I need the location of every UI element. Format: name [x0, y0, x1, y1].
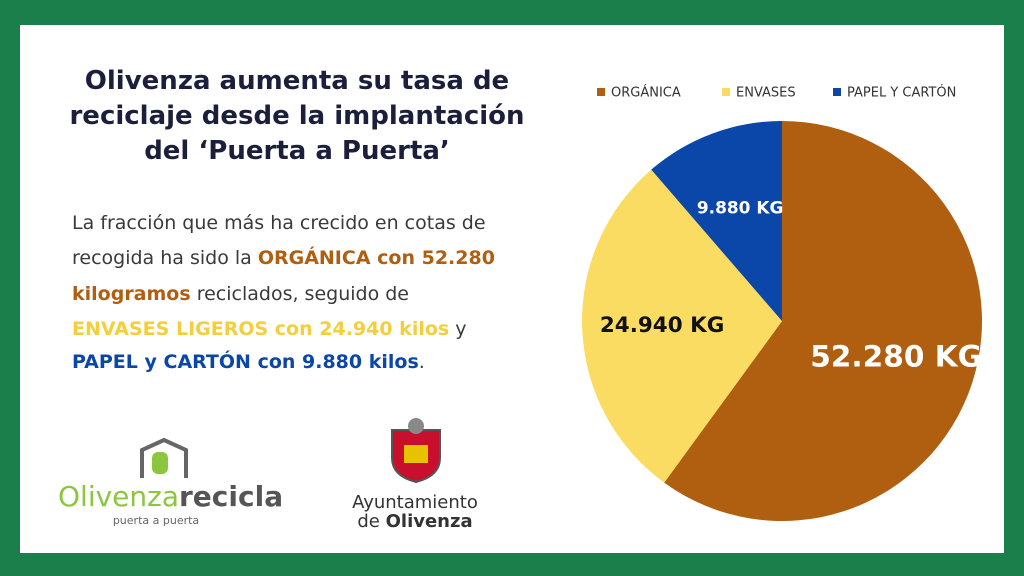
crest-tower	[404, 445, 428, 463]
body-line: ENVASES LIGEROS con 24.940 kilos y	[72, 318, 467, 340]
text: .	[419, 351, 425, 373]
highlight: PAPEL y CARTÓN con 9.880 kilos	[72, 349, 419, 373]
highlight: ORGÁNICA con 52.280	[258, 246, 495, 269]
text: y	[449, 318, 466, 340]
highlight: ENVASES LIGEROS con 24.940 kilos	[72, 318, 449, 340]
legend-swatch	[722, 88, 730, 96]
data-label: 9.880 KG	[697, 198, 784, 218]
text: de	[357, 511, 385, 532]
highlight: kilogramos	[72, 283, 191, 305]
logo-ayuntamiento: Ayuntamiento de Olivenza	[352, 418, 478, 532]
title: Olivenza aumenta su tasa de	[85, 66, 509, 96]
logo-text-a: Olivenza	[58, 480, 179, 513]
data-label: 24.940 KG	[600, 313, 724, 338]
body-line: PAPEL y CARTÓN con 9.880 kilos.	[72, 349, 425, 373]
logo-text: de Olivenza	[357, 511, 472, 532]
logo-text-b: recicla	[179, 480, 283, 513]
title: reciclaje desde la implantación	[69, 101, 524, 131]
body-line: recogida ha sido la ORGÁNICA con 52.280	[72, 246, 495, 269]
text: reciclados, seguido de	[191, 283, 409, 305]
legend-label: PAPEL Y CARTÓN	[847, 85, 956, 101]
title: del ‘Puerta a Puerta’	[144, 136, 450, 166]
logo-tagline: puerta a puerta	[113, 514, 199, 527]
pie-slice	[651, 121, 782, 321]
crest-crown	[408, 418, 424, 434]
body-line: La fracción que más ha crecido en cotas …	[72, 212, 486, 234]
legend-label: ORGÁNICA	[611, 85, 681, 101]
text: La fracción que más ha crecido en cotas …	[72, 212, 486, 234]
pie-slice	[664, 121, 983, 521]
body-line: kilogramos reciclados, seguido de	[72, 283, 409, 305]
logo-text: Olivenzarecicla	[58, 480, 283, 513]
text: Olivenza	[386, 511, 473, 532]
text: recogida ha sido la	[72, 247, 258, 269]
logo-text: Ayuntamiento	[352, 492, 478, 513]
legend-label: ENVASES	[736, 86, 796, 101]
house-icon	[140, 437, 188, 478]
data-label: 52.280 KG	[810, 340, 982, 374]
legend-swatch	[833, 88, 841, 96]
pie-slice	[582, 169, 782, 483]
door-icon	[152, 452, 168, 474]
legend-swatch	[597, 88, 605, 96]
logo-reciclа: Olivenzarecicla puerta a puerta	[58, 437, 283, 527]
